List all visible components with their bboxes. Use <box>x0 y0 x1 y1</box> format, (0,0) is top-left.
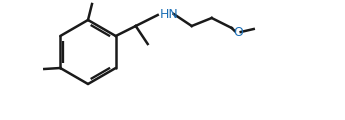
Text: HN: HN <box>160 7 178 21</box>
Text: O: O <box>233 26 243 39</box>
